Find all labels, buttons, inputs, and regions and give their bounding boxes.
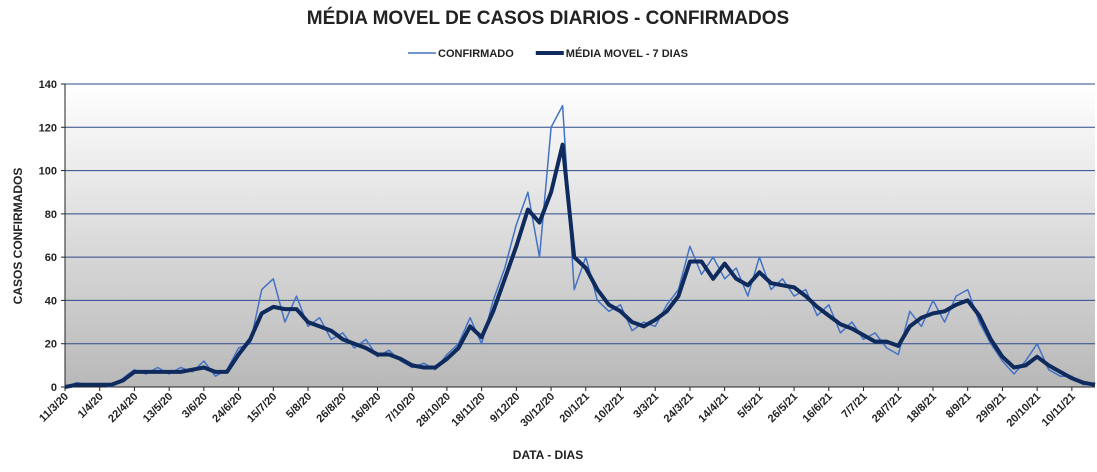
x-tick-label: 18/11/20 — [449, 391, 487, 429]
legend-label: MÉDIA MOVEL - 7 DIAS — [566, 47, 688, 60]
x-tick-label: 24/6/20 — [210, 391, 244, 425]
y-tick-label: 0 — [51, 382, 57, 394]
y-tick-label: 80 — [45, 209, 57, 221]
x-tick-label: 10/2/21 — [592, 391, 626, 425]
x-tick-label: 14/4/21 — [696, 391, 730, 425]
x-tick-label: 10/11/21 — [1040, 391, 1078, 429]
y-tick-label: 60 — [45, 252, 57, 264]
y-tick-label: 100 — [39, 166, 57, 178]
x-tick-label: 7/7/21 — [840, 391, 870, 421]
x-tick-label: 20/1/21 — [557, 391, 591, 425]
x-tick-label: 20/10/21 — [1004, 391, 1043, 430]
x-tick-label: 8/9/21 — [944, 391, 974, 421]
x-tick-label: 7/10/20 — [384, 391, 418, 425]
x-tick-label: 16/6/21 — [801, 391, 835, 425]
x-tick-label: 3/6/20 — [180, 391, 210, 421]
x-tick-label: 26/8/20 — [314, 391, 348, 425]
x-tick-label: 30/12/20 — [518, 391, 557, 430]
y-tick-label: 120 — [39, 122, 57, 134]
legend-label: CONFIRMADO — [438, 48, 514, 60]
y-tick-label: 20 — [45, 339, 57, 351]
x-tick-label: 5/5/21 — [735, 391, 765, 421]
x-tick-label: 18/8/21 — [905, 391, 939, 425]
x-tick-label: 1/4/20 — [76, 391, 106, 421]
x-tick-label: 29/9/21 — [974, 391, 1008, 425]
x-tick-label: 9/12/20 — [488, 391, 522, 425]
x-tick-label: 11/3/20 — [37, 391, 71, 425]
y-tick-label: 40 — [45, 295, 57, 307]
x-tick-label: 13/5/20 — [141, 391, 175, 425]
x-tick-label: 26/5/21 — [766, 391, 800, 425]
series-line — [64, 142, 1096, 389]
x-tick-label: 16/9/20 — [349, 391, 383, 425]
x-tick-label: 22/4/20 — [106, 391, 140, 425]
x-axis-label: DATA - DIAS — [513, 448, 583, 462]
legend: CONFIRMADO MÉDIA MOVEL - 7 DIAS — [408, 47, 688, 60]
plot-area — [65, 84, 1095, 387]
x-tick-label: 28/7/21 — [870, 391, 904, 425]
x-tick-label: 28/10/20 — [414, 391, 453, 430]
y-axis-label: CASOS CONFIRMADOS — [11, 168, 25, 305]
x-tick-label: 3/3/21 — [631, 391, 661, 421]
chart-title: MÉDIA MOVEL DE CASOS DIARIOS - CONFIRMAD… — [307, 7, 789, 29]
series-line — [64, 104, 1096, 388]
x-tick-label: 15/7/20 — [245, 391, 279, 425]
x-tick-label: 24/3/21 — [662, 391, 696, 425]
x-tick-label: 5/8/20 — [284, 391, 314, 421]
y-tick-label: 140 — [39, 79, 57, 91]
